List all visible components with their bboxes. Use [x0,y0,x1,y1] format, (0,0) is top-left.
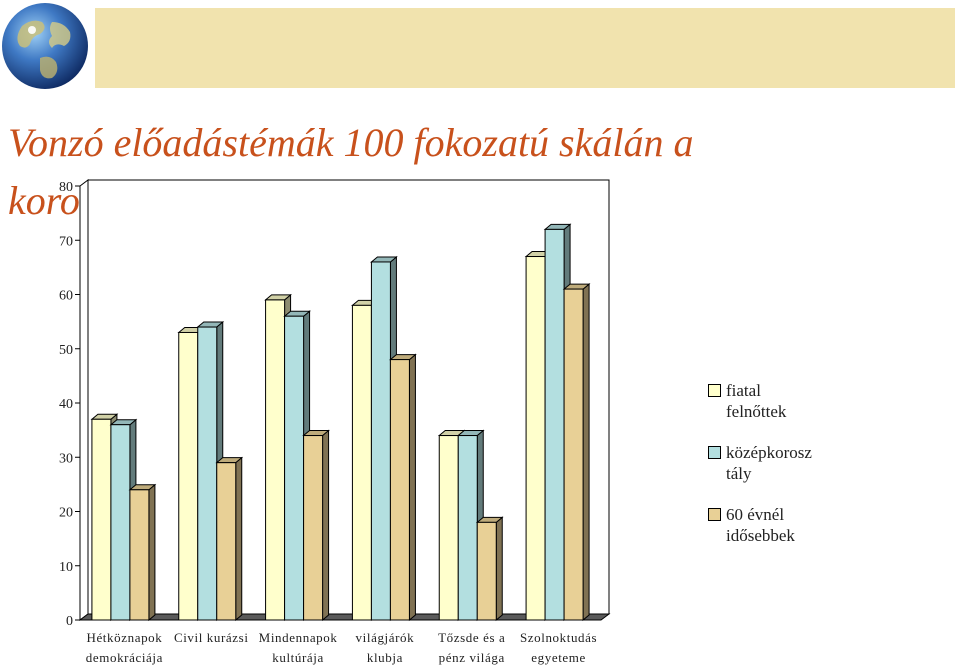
x-tick-label: Szolnoktudás egyeteme [520,630,597,665]
x-tick-label: Tőzsde és a pénz világa [438,630,505,665]
plot-back-wall [87,179,610,615]
bar-front [129,489,150,621]
x-axis-labels: Hétköznapok demokráciája Civil kurázsi Mind… [86,630,597,665]
y-tick-label: 20 [59,506,73,521]
y-tick-label: 40 [59,397,73,412]
y-tick-label: 80 [59,180,73,195]
x-tick-label: Civil kurázsi [174,630,249,645]
y-tick-label: 50 [59,343,73,358]
bar-front [216,462,237,621]
x-tick-label: világjárók klubja [356,630,415,665]
bar [562,283,591,622]
header-band [95,8,955,88]
bar-side [148,483,156,622]
bar [128,483,157,622]
bar-front [110,424,131,621]
bar-front [476,521,497,621]
bar [475,516,504,622]
legend-swatch [708,508,721,521]
bar-front [197,326,218,621]
bar-front [370,261,391,621]
bar-side [235,456,243,622]
legend-label: felnőttek [726,402,787,421]
legend-label: fiatal [726,381,761,400]
bar [389,353,417,622]
y-axis-ticks: 0 10 20 30 40 50 60 70 80 [59,180,80,629]
bar-side [495,516,503,622]
legend-label: középkorosz [726,443,812,462]
legend-item: 60 évnél idősebbek [708,504,848,546]
bar-front [563,288,584,621]
bar-front [178,331,199,621]
y-tick-label: 10 [59,560,73,575]
bar-front [91,418,112,621]
legend-item: középkorosz tály [708,442,848,484]
legend-swatch [708,446,721,459]
bar-front [389,359,410,621]
bar [302,429,330,622]
bar-front [544,228,565,621]
bar-front [438,435,459,621]
bar-front [525,256,546,621]
bar-front [265,299,286,621]
bar [215,456,244,622]
legend-item: fiatal felnőttek [708,380,848,422]
legend-label: idősebbek [726,526,795,545]
globe-icon [2,3,88,89]
legend-swatch [708,384,721,397]
plot-side-wall [79,179,89,621]
chart-legend: fiatal felnőttek középkorosz tály 60 évnél id… [708,380,848,566]
y-tick-label: 0 [66,614,73,629]
y-tick-label: 30 [59,451,73,466]
bar-front [303,435,324,621]
bar-side [582,283,590,622]
bar-front [457,435,478,621]
bars [90,223,591,622]
legend-label: tály [726,464,752,483]
x-tick-label: Hétköznapok demokráciája [86,630,163,665]
y-tick-label: 60 [59,289,73,304]
x-tick-label: Mindennapok kultúrája [259,630,338,665]
bar-front [351,304,372,621]
legend-label: 60 évnél [726,505,785,524]
y-tick-label: 70 [59,234,73,249]
bar-side [322,429,330,622]
bar-front [284,315,305,621]
bar-side [408,353,416,622]
